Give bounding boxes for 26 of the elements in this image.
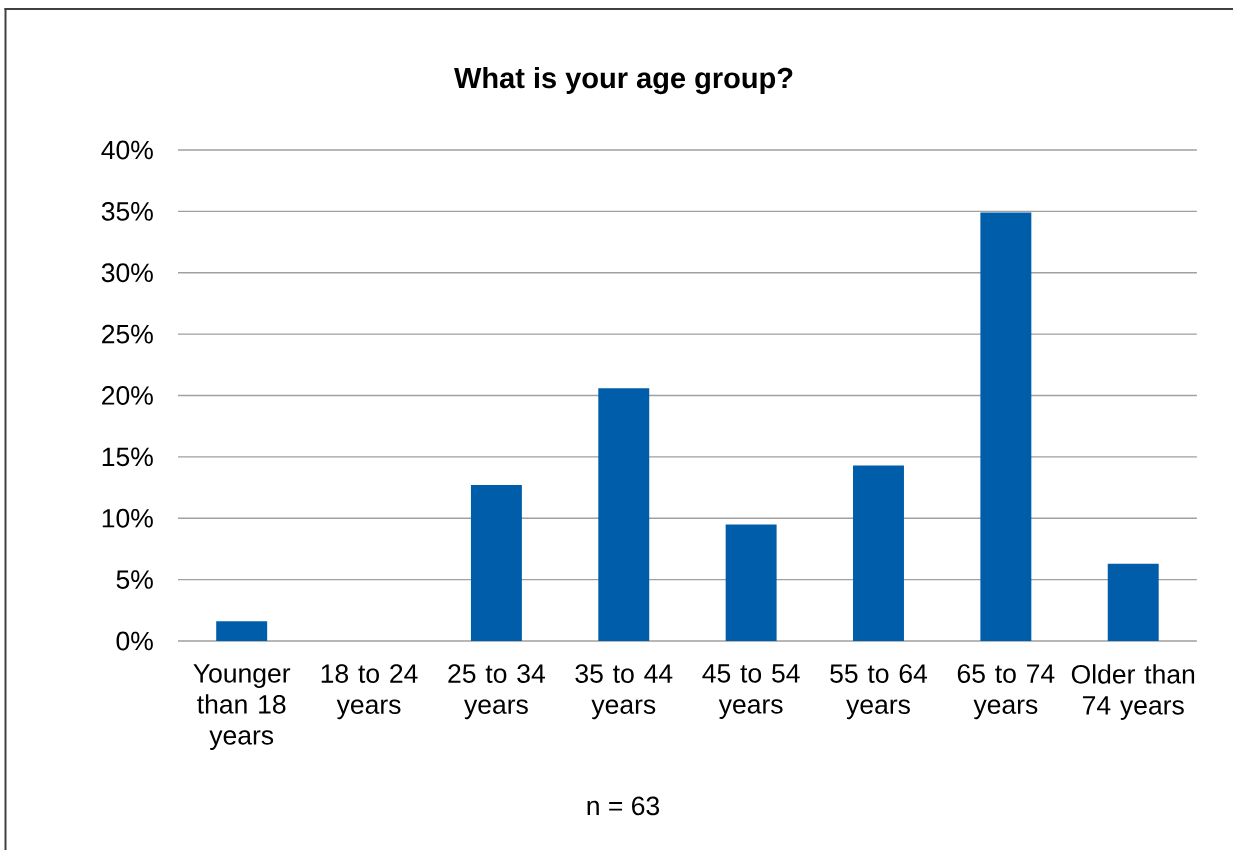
y-tick-label: 15% [102,447,153,467]
text: n = 63 [587,796,660,816]
x-tick-label: Older than 74 years [1071,664,1195,720]
bar [980,212,1032,641]
x-tick-label: 45 to 54 years [702,664,800,719]
y-tick-label: 5% [116,570,153,589]
x-tick-label: 25 to 34 years [448,664,545,720]
bar [470,485,522,641]
x-tick-label: 65 to 74 years [957,664,1055,720]
x-tick-label: Younger than 18 years [193,664,291,750]
y-tick-label: 0% [116,631,153,651]
y-tick-label: 20% [102,386,153,405]
y-tick-label: 40% [101,140,153,160]
y-tick-label: 30% [101,263,153,283]
y-tick-label: 10% [102,508,153,528]
bar [1107,563,1159,641]
y-tick-label: 35% [101,201,153,221]
bar [725,524,777,641]
bar [216,621,268,641]
chart-title: What is your age group? [454,66,793,95]
y-tick-label: 25% [102,324,153,344]
bar [853,465,904,641]
bar [598,388,650,641]
x-tick-label: 35 to 44 years [575,664,673,720]
x-tick-label: 18 to 24 years [321,664,418,720]
x-tick-label: 55 to 64 years [830,664,928,720]
